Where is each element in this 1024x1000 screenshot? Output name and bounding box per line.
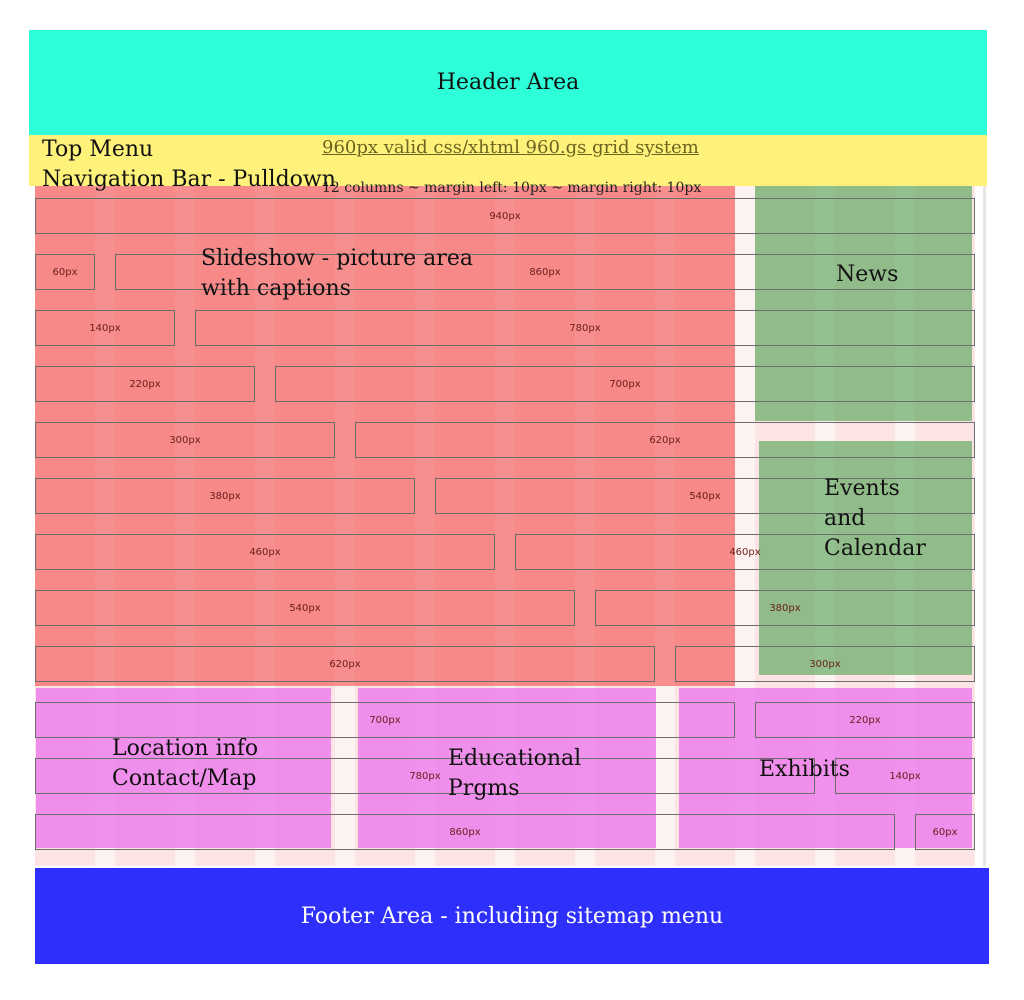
top-menu-label: Top Menu Navigation Bar - Pulldown xyxy=(42,135,336,195)
grid-row-box: 380px xyxy=(35,478,415,514)
grid-width-label: 460px xyxy=(729,546,761,558)
grid-width-label: 380px xyxy=(209,490,241,502)
slideshow-line-2: with captions xyxy=(201,276,351,301)
grid-width-label: 60px xyxy=(52,266,78,278)
grid-width-label: 380px xyxy=(769,602,801,614)
footer-label: Footer Area - including sitemap menu xyxy=(300,903,724,929)
grid-width-label: 300px xyxy=(169,434,201,446)
grid-row-box: 620px xyxy=(35,646,655,682)
grid-width-label: 140px xyxy=(89,322,121,334)
top-menu-line-2: Navigation Bar - Pulldown xyxy=(42,167,336,192)
grid-row-box: 140px xyxy=(835,758,975,794)
grid-row-box: 700px xyxy=(35,702,735,738)
grid-width-label: 860px xyxy=(529,266,561,278)
grid-width-label: 860px xyxy=(449,826,481,838)
footer-area: Footer Area - including sitemap menu xyxy=(35,868,989,964)
events-label: Events and Calendar xyxy=(824,474,926,564)
right-rule xyxy=(983,186,986,866)
grid-row-box: 60px xyxy=(35,254,95,290)
grid-width-label: 540px xyxy=(689,490,721,502)
events-calendar-area xyxy=(759,441,972,675)
educational-line-1: Educational xyxy=(448,746,582,771)
grid-row-box: 540px xyxy=(435,478,975,514)
events-line-1: Events xyxy=(824,476,900,501)
grid-row-box: 780px xyxy=(195,310,975,346)
grid-row-box: 620px xyxy=(355,422,975,458)
grid-row-box: 860px xyxy=(115,254,975,290)
grid-width-label: 60px xyxy=(932,826,958,838)
events-line-2: and xyxy=(824,506,866,531)
educational-label: Educational Prgms xyxy=(448,744,581,804)
header-area: Header Area xyxy=(29,30,987,135)
grid-width-label: 940px xyxy=(489,210,521,222)
location-line-1: Location info xyxy=(112,736,259,761)
grid-row-box: 860px xyxy=(35,814,895,850)
location-label: Location info Contact/Map xyxy=(112,734,258,794)
header-label: Header Area xyxy=(436,70,580,95)
grid-row-box: 300px xyxy=(675,646,975,682)
exhibits-area xyxy=(679,688,972,848)
grid-row-box: 460px xyxy=(35,534,495,570)
grid-row-box: 940px xyxy=(35,198,975,234)
grid-row-box: 220px xyxy=(35,366,255,402)
grid-row-box: 300px xyxy=(35,422,335,458)
grid-width-label: 780px xyxy=(409,770,441,782)
grid-row-box: 220px xyxy=(755,702,975,738)
grid-width-label: 620px xyxy=(649,434,681,446)
exhibits-label: Exhibits xyxy=(759,757,850,782)
news-area xyxy=(755,186,972,421)
grid-width-label: 220px xyxy=(129,378,161,390)
grid-width-label: 300px xyxy=(809,658,841,670)
grid-row-box: 60px xyxy=(915,814,975,850)
slideshow-area xyxy=(35,186,735,686)
grid-row-box: 380px xyxy=(595,590,975,626)
grid-width-label: 700px xyxy=(369,714,401,726)
educational-programs-area xyxy=(358,688,656,848)
grid-row-box: 460px xyxy=(515,534,975,570)
grid-width-label: 700px xyxy=(609,378,641,390)
grid-width-label: 140px xyxy=(889,770,921,782)
grid-row-box: 140px xyxy=(35,310,175,346)
slideshow-line-1: Slideshow - picture area xyxy=(201,246,473,271)
events-line-3: Calendar xyxy=(824,536,926,561)
grid-width-label: 460px xyxy=(249,546,281,558)
grid-system-subtitle: 12 columns ~ margin left: 10px ~ margin … xyxy=(322,180,702,196)
grid-width-label: 540px xyxy=(289,602,321,614)
slideshow-label: Slideshow - picture area with captions xyxy=(201,244,473,304)
educational-line-2: Prgms xyxy=(448,776,520,801)
news-label: News xyxy=(836,262,899,287)
location-line-2: Contact/Map xyxy=(112,766,257,791)
grid-width-label: 620px xyxy=(329,658,361,670)
location-info-area xyxy=(36,688,331,848)
grid-row-box: 700px xyxy=(275,366,975,402)
grid-row-box: 780px xyxy=(35,758,815,794)
grid-system-link[interactable]: 960px valid css/xhtml 960.gs grid system xyxy=(322,137,699,158)
grid-width-label: 220px xyxy=(849,714,881,726)
top-menu-bar xyxy=(29,135,987,186)
grid-row-box: 540px xyxy=(35,590,575,626)
top-menu-line-1: Top Menu xyxy=(42,137,154,162)
grid-width-label: 780px xyxy=(569,322,601,334)
